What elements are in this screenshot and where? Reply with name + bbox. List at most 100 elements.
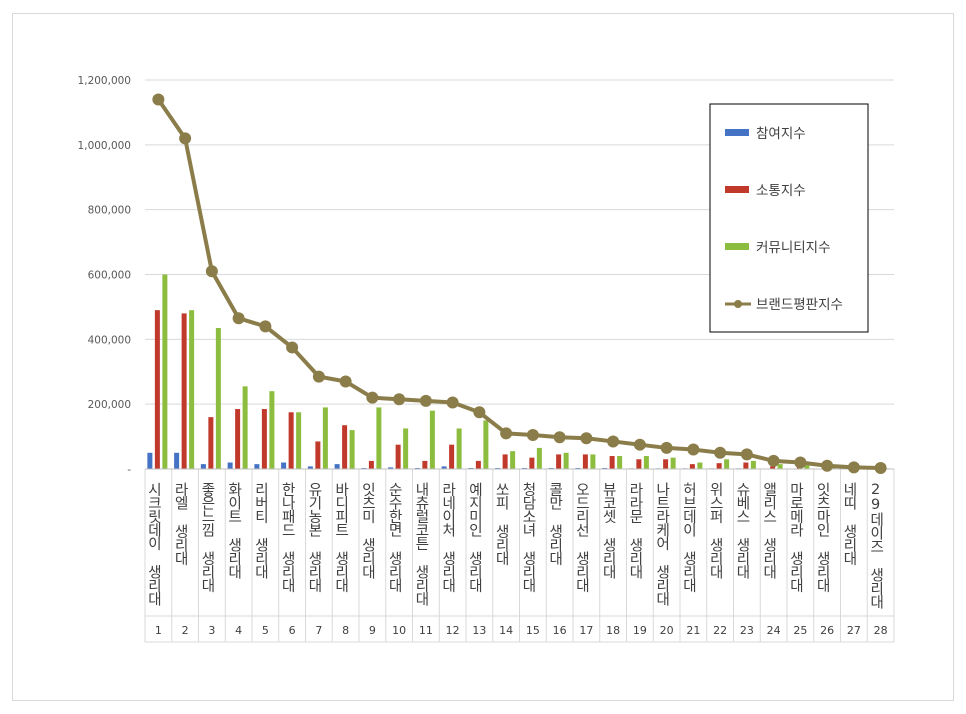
brand-reputation-point (259, 320, 272, 333)
brand-reputation-point (767, 454, 780, 467)
bar (227, 462, 233, 469)
brand-reputation-point (847, 461, 860, 474)
brand-reputation-point (821, 459, 834, 472)
y-tick-label: - (127, 464, 131, 476)
brand-reputation-point (339, 375, 352, 388)
bar (663, 459, 669, 469)
y-tick-label: 400,000 (88, 334, 131, 346)
bar (403, 428, 409, 469)
rank-label: 19 (633, 624, 647, 637)
bar (162, 274, 168, 469)
bar (422, 460, 428, 469)
y-tick-label: 1,000,000 (78, 140, 131, 152)
legend-label: 커뮤니티지수 (756, 240, 831, 256)
bar (670, 457, 676, 469)
category-label: 내츄럴코튼 생리대 (413, 482, 429, 607)
rank-label: 11 (419, 624, 433, 637)
rank-label: 18 (606, 624, 620, 637)
brand-reputation-point (580, 432, 593, 445)
brand-reputation-point (446, 396, 459, 409)
rank-label: 8 (342, 624, 349, 637)
rank-label: 12 (446, 624, 460, 637)
brand-reputation-point (526, 428, 539, 441)
rank-label: 26 (820, 624, 834, 637)
brand-reputation-point (232, 312, 245, 325)
bar (609, 456, 615, 469)
bar (643, 456, 649, 469)
brand-reputation-point (179, 132, 192, 145)
rank-label: 7 (315, 624, 322, 637)
category-label: 화이트 생리대 (226, 482, 242, 580)
y-tick-label: 1,200,000 (78, 75, 131, 87)
bar (510, 451, 516, 469)
bar (261, 409, 267, 469)
bar (181, 313, 187, 469)
category-label: 예지미인 생리대 (466, 482, 482, 593)
bar (724, 459, 730, 469)
brand-reputation-point (393, 393, 406, 406)
rank-label: 25 (793, 624, 807, 637)
rank-label: 2 (182, 624, 189, 637)
brand-reputation-point (553, 431, 566, 444)
bar (322, 407, 328, 469)
brand-reputation-point (286, 341, 299, 354)
rank-label: 17 (579, 624, 593, 637)
bar (154, 310, 160, 469)
legend-marker (734, 300, 742, 308)
bar (475, 460, 481, 469)
rank-label: 5 (262, 624, 269, 637)
bar (189, 310, 195, 469)
bar (334, 464, 340, 469)
bar (342, 425, 348, 469)
category-label: 뷰코셋 생리대 (600, 482, 616, 579)
bar (215, 327, 221, 469)
brand-reputation-point (473, 406, 486, 419)
legend-label: 브랜드평판지수 (756, 297, 843, 313)
category-label: 잇츠마인 생리대 (814, 482, 830, 593)
rank-label: 6 (289, 624, 296, 637)
bar (388, 467, 394, 469)
brand-reputation-point (366, 391, 379, 404)
bar (582, 454, 588, 469)
legend-label: 소통지수 (756, 183, 806, 199)
rank-label: 22 (713, 624, 727, 637)
bar (174, 452, 180, 469)
category-label: 오드리선 생리대 (573, 482, 589, 593)
category-label: 29데이즈 생리대 (868, 482, 884, 609)
legend-label: 참여지수 (756, 126, 806, 142)
category-label: 마로메라 생리대 (787, 482, 803, 593)
category-label: 앨리스 생리대 (761, 482, 777, 580)
y-tick-label: 200,000 (88, 399, 131, 411)
bar (716, 463, 722, 469)
bar (315, 441, 321, 469)
bar (269, 391, 275, 469)
rank-label: 14 (499, 624, 513, 637)
rank-label: 10 (392, 624, 406, 637)
category-label: 청담소녀 생리대 (520, 482, 536, 593)
category-label: 나트라케어 생리대 (654, 482, 670, 607)
rank-label: 20 (660, 624, 674, 637)
bar (307, 466, 313, 469)
bar (556, 454, 562, 469)
category-label: 슈베스 생리대 (734, 482, 750, 580)
rank-label: 23 (740, 624, 754, 637)
bar (242, 386, 248, 469)
bar (483, 420, 489, 469)
bar (147, 452, 153, 469)
rank-label: 27 (847, 624, 861, 637)
bar (288, 412, 294, 469)
bar (368, 460, 374, 469)
category-label: 시크릿데이 생리대 (145, 482, 161, 606)
brand-reputation-point (633, 438, 646, 451)
brand-reputation-point (500, 427, 513, 440)
bar (536, 447, 542, 469)
bar (750, 460, 756, 469)
brand-reputation-point (152, 93, 165, 106)
bar (429, 410, 435, 469)
bar (254, 464, 260, 469)
bar (689, 464, 695, 469)
brand-reputation-point (312, 370, 325, 383)
bar (804, 465, 810, 469)
rank-label: 9 (369, 624, 376, 637)
